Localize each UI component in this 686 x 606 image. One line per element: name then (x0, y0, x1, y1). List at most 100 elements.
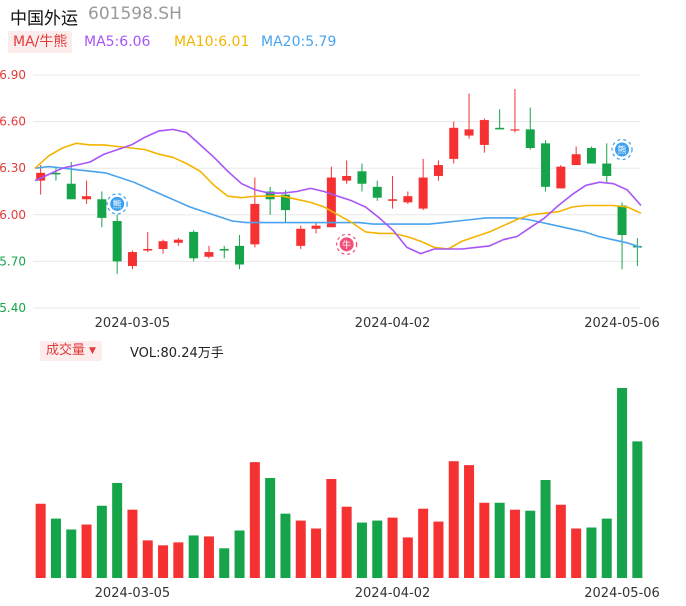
volume-bar (418, 508, 429, 578)
volume-bar (402, 537, 413, 578)
candle-body (311, 225, 321, 229)
bull-signal-icon: 牛 (336, 233, 358, 255)
volume-bar (295, 520, 306, 578)
volume-bar (387, 517, 398, 578)
candle-body (586, 148, 596, 164)
price-tick-label: 5.40 (0, 301, 26, 315)
candle-body (403, 196, 413, 203)
price-tick-label: 6.00 (0, 208, 26, 222)
candle-body (617, 205, 627, 235)
bear-signal-icon: 熊 (611, 138, 633, 161)
volume-bar (35, 503, 46, 578)
volume-bar (66, 529, 77, 578)
candle-body (158, 241, 168, 249)
volume-bar (50, 518, 61, 578)
volume-bar (479, 502, 490, 578)
candle-body (326, 177, 336, 228)
candle-body (280, 194, 290, 211)
price-candlestick-chart: 5.40 5.70 6.00 6.30 6.60 6.90 熊牛 熊 2024-03-05 202… (0, 68, 660, 330)
candle-body (204, 252, 214, 257)
volume-date-label: 2024-05-06 (584, 586, 660, 601)
candle-body (449, 127, 459, 159)
volume-bar (81, 524, 92, 578)
candle-body (571, 154, 581, 166)
stock-name: 中国外运 (10, 9, 78, 29)
volume-bar (509, 509, 520, 578)
volume-bar (555, 504, 566, 578)
volume-bar (356, 522, 367, 578)
price-tick-label: 6.30 (0, 161, 26, 175)
volume-bar (265, 478, 276, 578)
candle-body (464, 129, 474, 136)
volume-bar (188, 535, 199, 578)
price-date-label: 2024-03-05 (95, 316, 171, 330)
candle-body (36, 172, 46, 181)
volume-bar (96, 505, 107, 578)
volume-bar (311, 528, 322, 578)
ma5-legend: MA5:6.06 (84, 34, 151, 50)
volume-date-label: 2024-03-05 (95, 586, 171, 601)
candle-body (82, 196, 92, 200)
ma10-legend: MA10:6.01 (174, 34, 250, 50)
candle-body (66, 183, 76, 200)
price-tick-label: 6.90 (0, 68, 26, 82)
candle-body (479, 120, 489, 145)
volume-bar (158, 545, 169, 578)
volume-bar (372, 520, 383, 578)
volume-bar (219, 548, 230, 578)
volume-indicator-selector[interactable]: 成交量 ▼ (40, 341, 102, 361)
volume-bar (448, 461, 459, 578)
volume-bar (540, 479, 551, 578)
svg-text:熊: 熊 (113, 198, 122, 210)
candle-body (357, 171, 367, 184)
candle-body (433, 165, 443, 176)
candle-body (342, 175, 352, 181)
bear-signal-icon: 熊 (106, 193, 128, 215)
volume-value: VOL:80.24万手 (130, 346, 224, 361)
volume-bar (203, 536, 214, 578)
volume-bar-chart: 2024-03-05 2024-04-02 2024-05-06 (35, 387, 660, 601)
candle-body (541, 143, 551, 187)
candle-body (250, 203, 260, 245)
price-tick-label: 5.70 (0, 254, 26, 268)
volume-bar (326, 479, 337, 578)
candle-body (97, 199, 107, 218)
candle-body (143, 248, 153, 251)
caret-down-icon: ▼ (89, 346, 96, 356)
volume-bar (249, 462, 260, 578)
candle-body (495, 127, 505, 130)
candle-body (510, 129, 520, 131)
volume-bar (173, 542, 184, 578)
svg-text:牛: 牛 (342, 239, 351, 251)
stock-code: 601598.SH (88, 4, 182, 24)
volume-bar (433, 521, 444, 578)
candle-body (265, 191, 275, 200)
volume-bar (601, 518, 612, 578)
volume-bar (617, 387, 628, 578)
volume-bar (571, 528, 582, 578)
volume-bar (127, 509, 138, 578)
candle-body (602, 163, 612, 176)
ma20-line (34, 165, 642, 249)
volume-bar (464, 465, 475, 578)
candle-body (51, 172, 61, 175)
candle-body (525, 129, 535, 149)
volume-bar (234, 530, 245, 578)
price-date-label: 2024-04-02 (355, 316, 431, 330)
candle-body (127, 252, 137, 267)
volume-bar (142, 540, 153, 578)
volume-date-label: 2024-04-02 (355, 586, 431, 601)
candle-body (235, 245, 245, 265)
ma20-legend: MA20:5.79 (261, 34, 337, 50)
candle-body (189, 231, 199, 259)
candle-body (173, 239, 183, 243)
ma-indicator-selector[interactable]: MA/牛熊 (8, 31, 73, 53)
volume-bar (525, 510, 536, 578)
svg-text:熊: 熊 (618, 144, 627, 156)
candle-body (388, 199, 398, 201)
candle-body (418, 177, 428, 209)
candle-body (219, 248, 229, 251)
volume-bar (112, 482, 123, 578)
candle-body (112, 221, 122, 262)
